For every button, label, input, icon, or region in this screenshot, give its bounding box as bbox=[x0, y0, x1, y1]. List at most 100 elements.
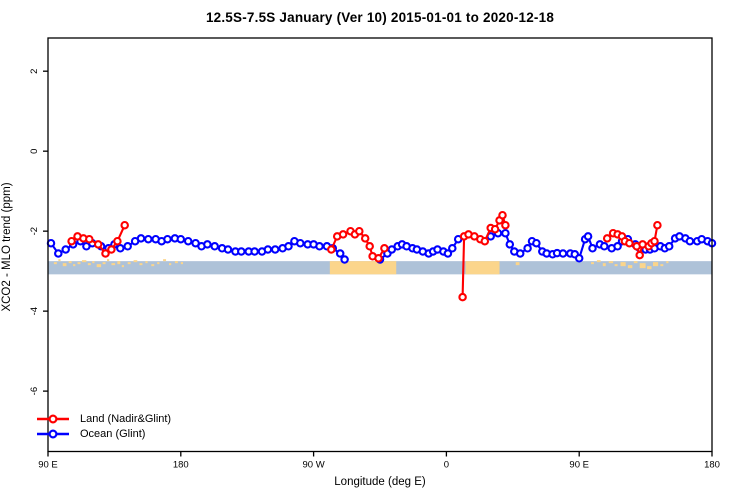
data-point bbox=[107, 245, 116, 254]
map-band-island bbox=[92, 261, 95, 264]
data-point bbox=[338, 230, 348, 239]
data-point bbox=[505, 240, 515, 249]
map-band-island bbox=[145, 261, 148, 264]
map-band-island bbox=[652, 262, 659, 267]
data-point bbox=[284, 242, 293, 251]
data-point bbox=[176, 234, 186, 244]
map-band-island bbox=[620, 262, 626, 267]
data-point bbox=[355, 226, 364, 236]
data-point bbox=[448, 244, 457, 253]
y-tick-label: 0 bbox=[29, 149, 40, 154]
y-tick-label: -6 bbox=[29, 387, 40, 395]
map-band-island bbox=[133, 260, 138, 263]
data-point bbox=[602, 234, 612, 243]
data-point bbox=[263, 245, 273, 254]
map-band-island bbox=[174, 261, 178, 264]
map-band-island bbox=[666, 261, 669, 264]
map-band-island bbox=[53, 262, 57, 265]
map-band-island bbox=[515, 262, 520, 266]
data-point bbox=[588, 244, 597, 253]
data-point bbox=[203, 240, 212, 249]
data-point bbox=[237, 247, 246, 256]
map-band-island bbox=[608, 261, 614, 264]
data-point bbox=[335, 249, 345, 258]
map-band-island bbox=[58, 259, 61, 262]
data-point bbox=[93, 240, 103, 249]
map-band-island bbox=[639, 263, 646, 269]
legend-ocean-label: Ocean (Glint) bbox=[80, 427, 146, 440]
map-band-island bbox=[73, 264, 76, 267]
x-tick-label: 90 E bbox=[569, 460, 589, 471]
chart-title: 12.5S-7.5S January (Ver 10) 2015-01-01 t… bbox=[205, 10, 555, 25]
data-point bbox=[685, 236, 695, 246]
map-band-island bbox=[96, 264, 102, 268]
data-point bbox=[443, 249, 453, 258]
data-point bbox=[600, 242, 609, 251]
data-point bbox=[498, 210, 507, 220]
data-point bbox=[490, 224, 500, 234]
data-point bbox=[327, 245, 336, 254]
x-tick-label: 90 E bbox=[38, 460, 58, 471]
data-point bbox=[123, 242, 132, 251]
data-point bbox=[163, 234, 172, 244]
data-point bbox=[583, 232, 593, 241]
data-point bbox=[250, 247, 259, 256]
data-point bbox=[360, 234, 370, 243]
legend-ocean-marker-icon bbox=[37, 428, 69, 439]
y-tick-label: -2 bbox=[29, 227, 40, 235]
x-tick-label: 90 W bbox=[303, 460, 325, 471]
map-band-land bbox=[329, 261, 397, 275]
data-point bbox=[61, 245, 70, 254]
legend-item-ocean: Ocean (Glint) bbox=[36, 426, 171, 441]
legend-land-marker-icon bbox=[37, 413, 69, 424]
map-band-island bbox=[151, 264, 155, 267]
map-band-island bbox=[117, 261, 121, 265]
map-band-island bbox=[163, 259, 167, 262]
y-axis-label: XCO2 - MLO trend (ppm) bbox=[1, 182, 13, 312]
data-point bbox=[101, 249, 110, 258]
map-band-island bbox=[180, 262, 184, 265]
map-band-island bbox=[660, 264, 664, 267]
map-band-island bbox=[139, 263, 143, 266]
data-point bbox=[296, 238, 305, 248]
data-point bbox=[635, 250, 644, 260]
map-band-island bbox=[87, 263, 91, 266]
data-point bbox=[116, 244, 125, 253]
y-tick-label: -4 bbox=[29, 307, 40, 315]
map-band-island bbox=[127, 262, 131, 265]
map-band-island bbox=[107, 259, 110, 262]
data-point bbox=[46, 238, 56, 248]
data-point bbox=[664, 242, 674, 251]
data-point bbox=[54, 249, 63, 258]
x-tick-label: 0 bbox=[444, 460, 449, 471]
data-point bbox=[374, 254, 383, 263]
data-point bbox=[380, 244, 389, 253]
data-point bbox=[144, 234, 153, 244]
map-band-island bbox=[591, 262, 594, 265]
map-band-island bbox=[68, 261, 72, 264]
x-axis-label: Longitude (deg E) bbox=[334, 476, 426, 488]
map-band-island bbox=[111, 263, 116, 266]
data-point bbox=[340, 255, 349, 264]
data-point bbox=[653, 220, 662, 230]
legend-item-land: Land (Nadir&Glint) bbox=[36, 411, 171, 426]
data-point bbox=[523, 244, 532, 253]
data-point bbox=[458, 292, 467, 302]
legend-land-label: Land (Nadir&Glint) bbox=[80, 412, 172, 425]
data-point bbox=[67, 236, 76, 246]
data-point bbox=[136, 234, 146, 243]
plot-box bbox=[47, 37, 713, 453]
map-band-island bbox=[647, 266, 652, 270]
y-tick-label: 2 bbox=[29, 69, 40, 74]
data-point bbox=[223, 245, 233, 254]
data-point bbox=[85, 234, 94, 244]
data-point bbox=[480, 236, 490, 246]
data-point bbox=[501, 228, 510, 238]
data-point bbox=[270, 245, 280, 254]
map-band-island bbox=[168, 263, 172, 266]
data-point bbox=[183, 236, 193, 246]
map-band-island bbox=[157, 262, 160, 265]
data-point bbox=[515, 249, 525, 258]
